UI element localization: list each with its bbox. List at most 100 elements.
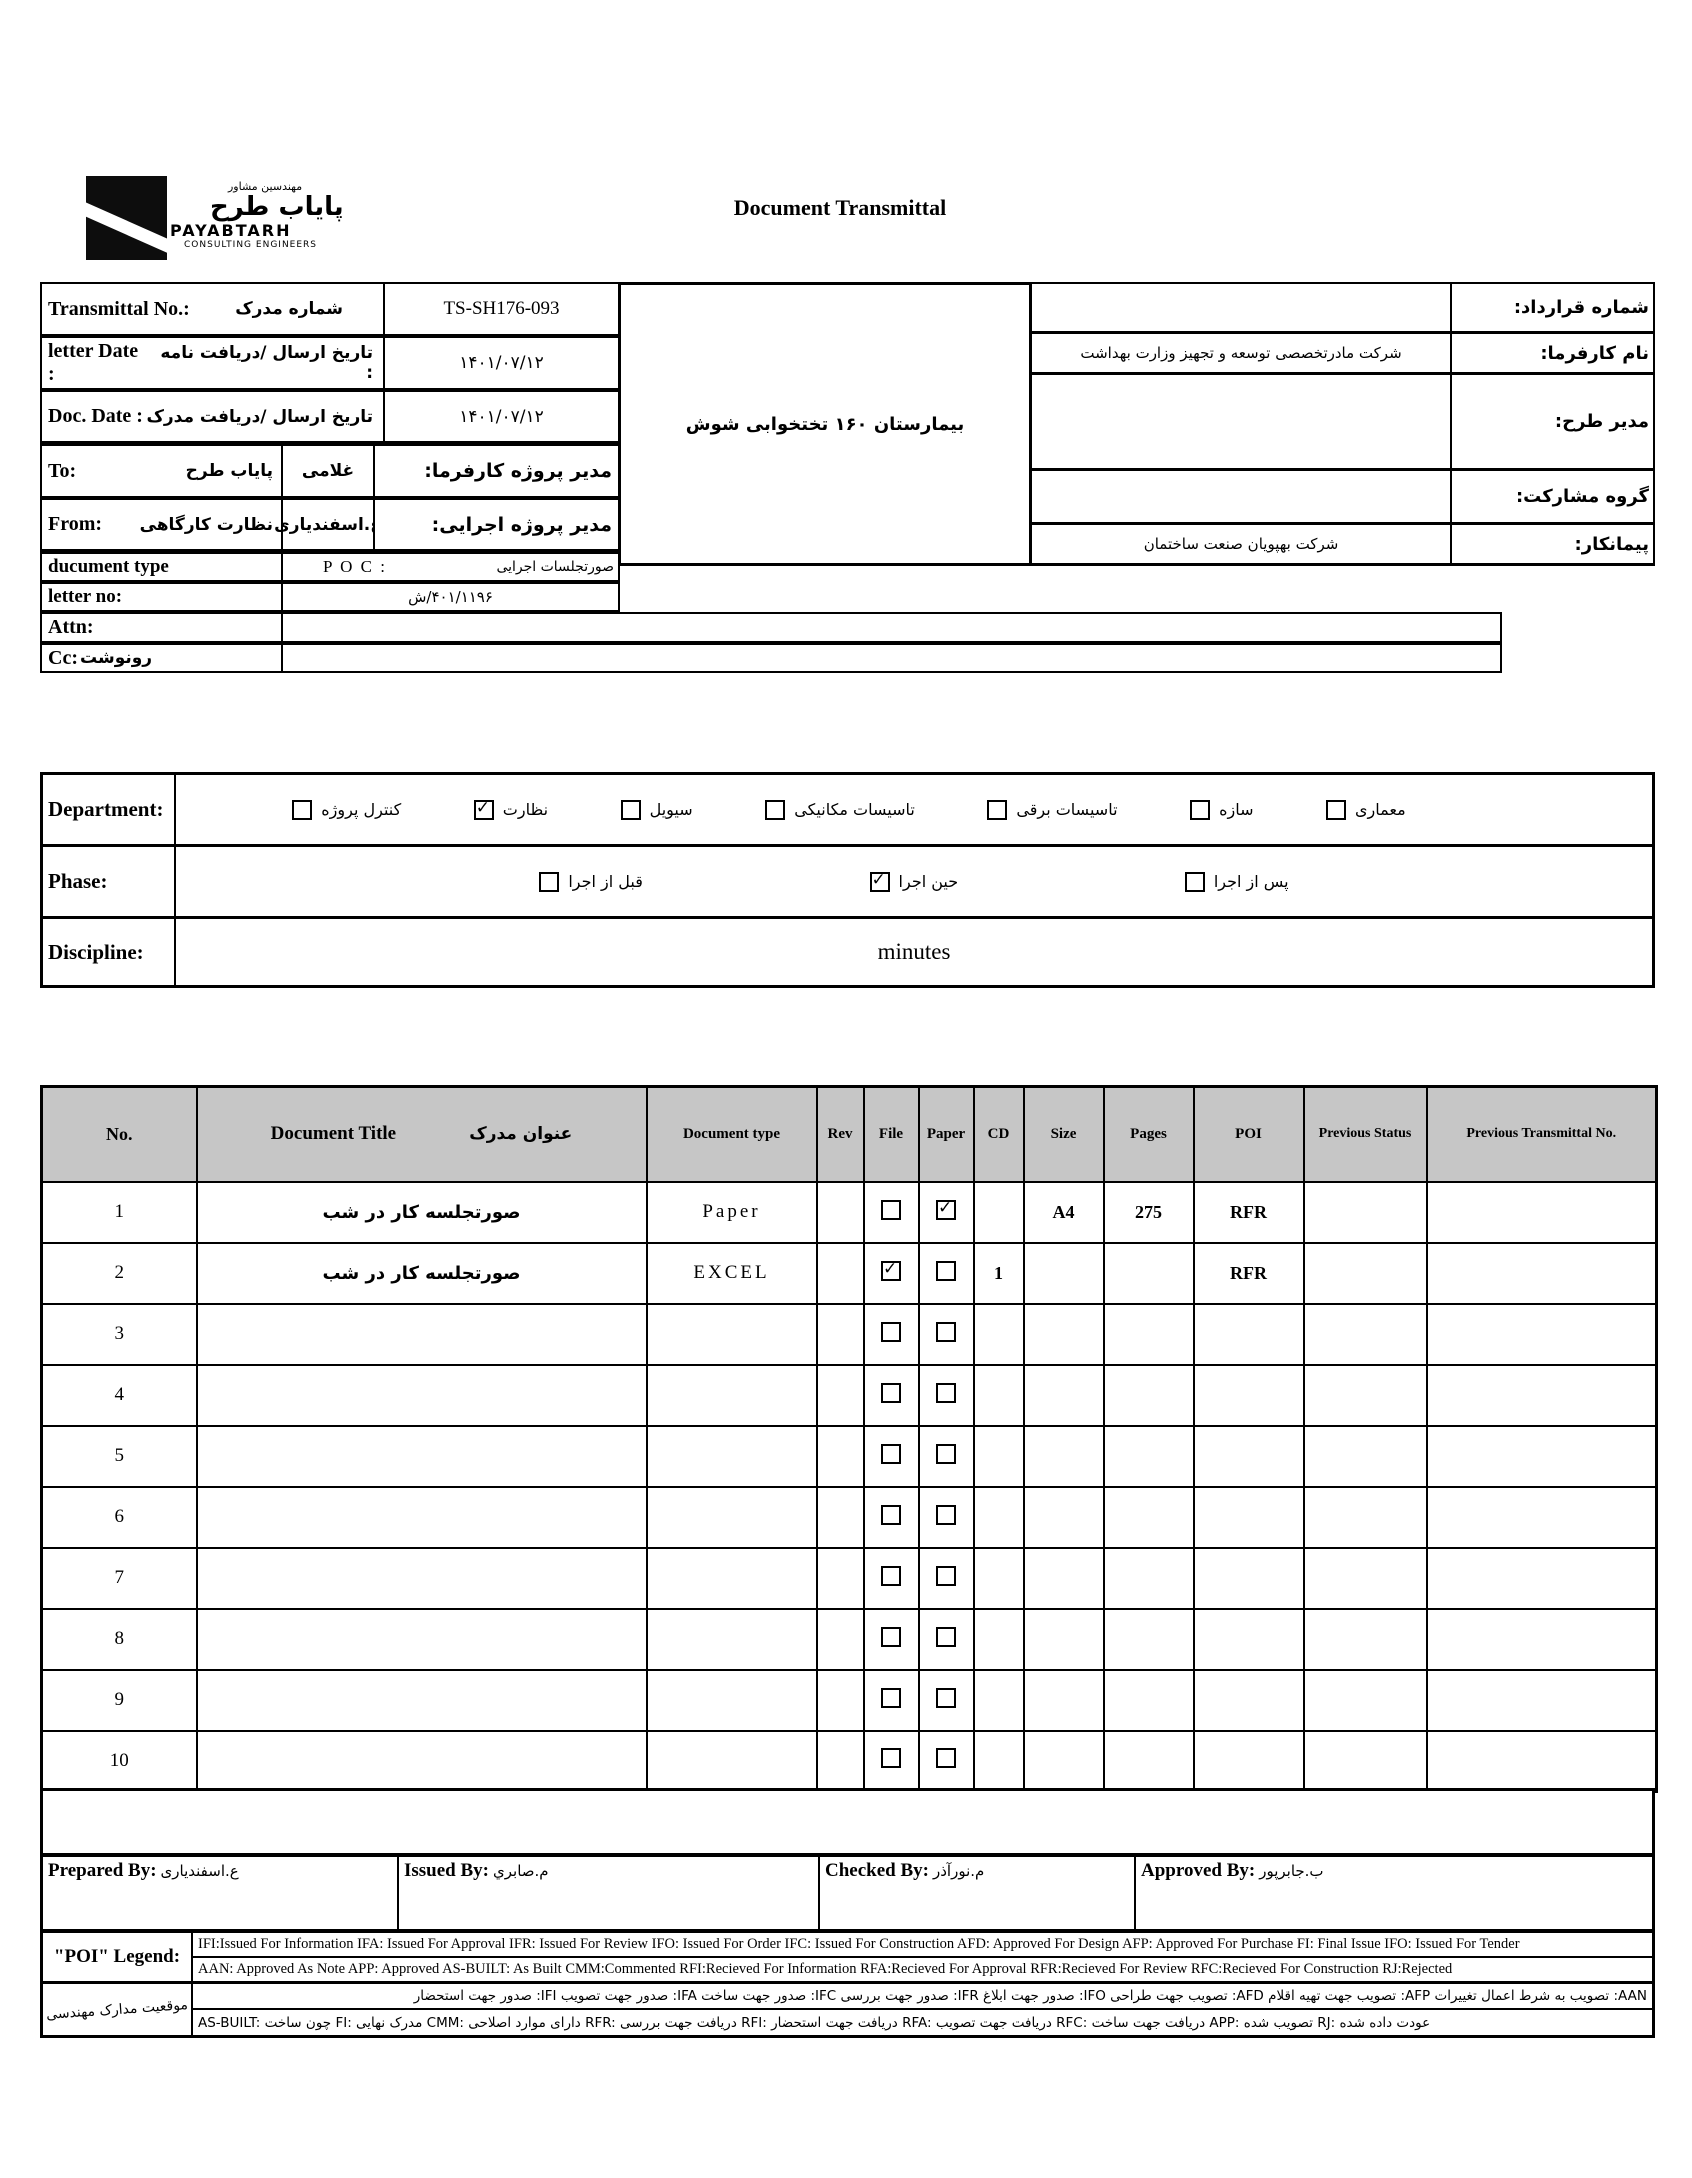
project-name-cell: بیمارستان ۱۶۰ تختخوابی شوش: [618, 282, 1032, 566]
dept-checkbox[interactable]: [1326, 799, 1347, 820]
file-checkbox[interactable]: [881, 1199, 901, 1220]
letter-no-value: ۴۰۱/۱۱۹۶/ش: [281, 582, 620, 612]
row-file-cell: [862, 1424, 920, 1488]
fa-legend-label: موقعیت مدارک مهندسی: [45, 1996, 189, 2023]
row-paper-cell: [917, 1363, 975, 1427]
table-row: 2 صورتجلسه کار در شب EXCEL 1 RFR: [40, 1241, 1658, 1305]
to-cell: To: پایاب طرح: [40, 444, 283, 498]
paper-checkbox[interactable]: [936, 1321, 956, 1342]
row-poi: [1192, 1607, 1305, 1671]
paper-checkbox[interactable]: [936, 1443, 956, 1464]
row-pages: [1102, 1729, 1195, 1793]
row-size: [1022, 1729, 1105, 1793]
col-header-file: File: [862, 1085, 920, 1183]
design-manager-value-cell: [1030, 373, 1452, 471]
paper-checkbox[interactable]: [936, 1626, 956, 1647]
notes-box: [40, 1788, 1655, 1856]
row-prev-status: [1302, 1607, 1428, 1671]
phase-checkbox[interactable]: [869, 870, 890, 892]
phase-checkbox[interactable]: [539, 871, 560, 892]
dept-checkbox[interactable]: [473, 798, 494, 820]
dept-checkbox[interactable]: [765, 799, 786, 820]
checked-by-label: Checked By:: [825, 1860, 929, 1881]
row-file-cell: [862, 1668, 920, 1732]
row-file-cell: [862, 1607, 920, 1671]
row-doctype: Paper: [645, 1180, 818, 1244]
letter-date-label-en: letter Date :: [48, 340, 139, 385]
row-size: A4: [1022, 1180, 1105, 1244]
doctype-label-cell: ducument type: [40, 552, 283, 582]
phase-checkbox[interactable]: [1184, 871, 1205, 892]
row-paper-cell: [917, 1729, 975, 1793]
to-role-cell: مدیر پروژه کارفرما:: [373, 444, 620, 498]
row-title: [195, 1729, 648, 1793]
from-person: ع.اسفندیاری: [274, 498, 382, 552]
row-file-cell: [862, 1363, 920, 1427]
row-poi: [1192, 1363, 1305, 1427]
row-rev: [815, 1241, 865, 1305]
file-checkbox[interactable]: [881, 1321, 901, 1342]
attn-label-cell: Attn:: [40, 612, 283, 643]
paper-checkbox[interactable]: [936, 1198, 956, 1220]
row-doctype: [645, 1363, 818, 1427]
row-no: 4: [40, 1363, 198, 1427]
paper-checkbox[interactable]: [936, 1748, 956, 1769]
row-prev-status: [1302, 1241, 1428, 1305]
row-poi: RFR: [1192, 1241, 1305, 1305]
row-prev-status: [1302, 1546, 1428, 1610]
from-role: مدیر پروژه اجرایی:: [431, 513, 612, 536]
from-role-cell: مدیر پروژه اجرایی:: [373, 498, 620, 552]
dept-option-label: معماری: [1355, 800, 1406, 819]
row-size: [1022, 1546, 1105, 1610]
attn-label: Attn:: [48, 616, 94, 638]
row-paper-cell: [917, 1485, 975, 1549]
paper-checkbox[interactable]: [936, 1687, 956, 1708]
row-cd: [972, 1302, 1025, 1366]
table-row: 7: [40, 1546, 1658, 1610]
row-doctype: [645, 1607, 818, 1671]
dept-checkbox[interactable]: [620, 799, 641, 820]
file-checkbox[interactable]: [881, 1565, 901, 1586]
row-title: [195, 1607, 648, 1671]
letter-no-label-cell: letter no:: [40, 582, 283, 612]
row-no: 5: [40, 1424, 198, 1488]
paper-checkbox[interactable]: [936, 1504, 956, 1525]
discipline-label-cell: Discipline:: [43, 919, 176, 985]
file-checkbox[interactable]: [881, 1504, 901, 1525]
row-prev-transmittal: [1425, 1180, 1658, 1244]
paper-checkbox[interactable]: [936, 1565, 956, 1586]
row-size: [1022, 1302, 1105, 1366]
discipline-label: Discipline:: [48, 939, 144, 964]
issued-by-label: Issued By:: [404, 1860, 489, 1881]
row-doctype: EXCEL: [645, 1241, 818, 1305]
row-no: 7: [40, 1546, 198, 1610]
row-rev: [815, 1363, 865, 1427]
row-poi: [1192, 1729, 1305, 1793]
row-prev-status: [1302, 1363, 1428, 1427]
paper-checkbox[interactable]: [936, 1382, 956, 1403]
row-rev: [815, 1729, 865, 1793]
row-title: [195, 1668, 648, 1732]
department-label-cell: Department:: [43, 775, 176, 844]
letter-date-label-fa: تاریخ ارسال /دریافت نامه :: [160, 343, 373, 383]
paper-checkbox[interactable]: [936, 1260, 956, 1281]
dept-option: سیویل: [620, 799, 693, 820]
row-file-cell: [862, 1546, 920, 1610]
dept-checkbox[interactable]: [1190, 799, 1211, 820]
row-size: [1022, 1607, 1105, 1671]
table-header-row: No. Document Title عنوان مدرک Document t…: [40, 1085, 1658, 1183]
file-checkbox[interactable]: [881, 1626, 901, 1647]
file-checkbox[interactable]: [881, 1687, 901, 1708]
file-checkbox[interactable]: [881, 1748, 901, 1769]
file-checkbox[interactable]: [881, 1382, 901, 1403]
row-poi: [1192, 1668, 1305, 1732]
dept-checkbox[interactable]: [987, 799, 1008, 820]
row-no: 2: [40, 1241, 198, 1305]
row-prev-transmittal: [1425, 1668, 1658, 1732]
row-cd: [972, 1546, 1025, 1610]
doctype-value-fa: صورتجلسات اجرایی: [496, 559, 614, 575]
row-file-cell: [862, 1302, 920, 1366]
file-checkbox[interactable]: [881, 1259, 901, 1281]
dept-checkbox[interactable]: [292, 799, 313, 820]
file-checkbox[interactable]: [881, 1443, 901, 1464]
